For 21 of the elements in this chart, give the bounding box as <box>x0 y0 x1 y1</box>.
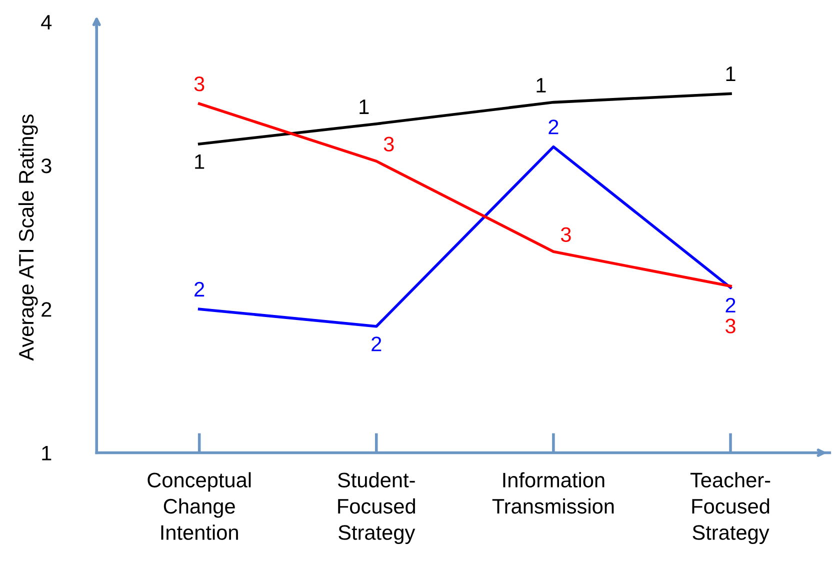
text: 2 <box>194 282 204 296</box>
y-tick-label: 2 <box>42 302 52 317</box>
series-label: 2 <box>372 336 382 352</box>
text: 2 <box>548 120 558 134</box>
y-tick-label: 1 <box>42 446 52 460</box>
x-tick-label: Information Transmission <box>492 472 614 514</box>
text: 2 <box>726 298 736 312</box>
x-tick-label: Teacher- Focused Strategy <box>690 472 770 544</box>
y-tick-label: 3 <box>41 158 52 174</box>
text: 1 <box>536 78 546 92</box>
text: 3 <box>384 136 394 152</box>
x-tick-label: Student- Focused Strategy <box>338 472 416 544</box>
text: 1 <box>195 154 204 169</box>
series-label: 1 <box>360 100 369 114</box>
y-axis-title: Average ATI Scale Ratings <box>18 114 38 361</box>
series-label: 3 <box>560 227 571 242</box>
text: 1 <box>726 66 736 82</box>
x-tick-label: Conceptual Change Intention <box>148 472 251 540</box>
y-tick-label: 4 <box>41 15 52 30</box>
text: 3 <box>194 76 204 92</box>
text: 3 <box>726 318 736 334</box>
